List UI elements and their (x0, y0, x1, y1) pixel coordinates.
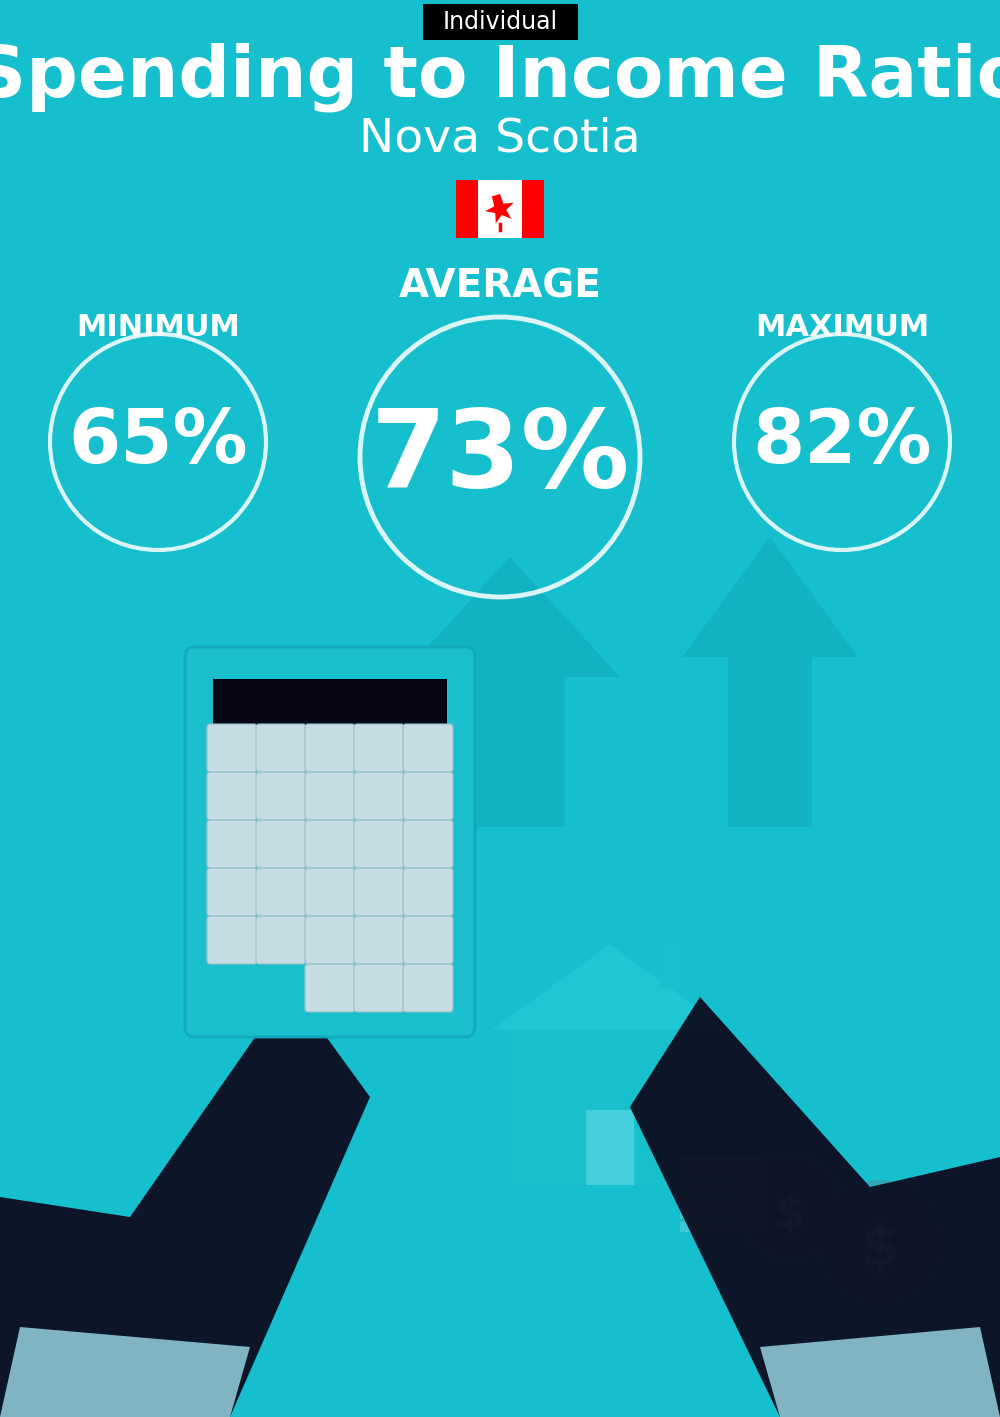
Polygon shape (400, 557, 620, 828)
Text: $: $ (861, 1223, 899, 1277)
Polygon shape (760, 1326, 1000, 1417)
Text: 82%: 82% (752, 405, 932, 479)
Polygon shape (0, 988, 370, 1417)
FancyBboxPatch shape (305, 915, 355, 964)
FancyBboxPatch shape (207, 869, 257, 915)
FancyBboxPatch shape (403, 820, 453, 869)
Text: 65%: 65% (68, 405, 248, 479)
Bar (680, 1209, 765, 1219)
Bar (510, 1030, 710, 1185)
FancyBboxPatch shape (305, 820, 355, 869)
FancyBboxPatch shape (305, 724, 355, 772)
Polygon shape (630, 998, 1000, 1417)
Bar (680, 1196, 765, 1206)
Bar (680, 1158, 765, 1168)
FancyBboxPatch shape (422, 4, 578, 40)
Text: $: $ (774, 1193, 806, 1237)
Bar (680, 1183, 765, 1193)
FancyBboxPatch shape (305, 869, 355, 915)
Bar (680, 1170, 765, 1180)
FancyBboxPatch shape (207, 915, 257, 964)
Bar (456, 180, 478, 238)
Text: MAXIMUM: MAXIMUM (755, 313, 929, 341)
FancyBboxPatch shape (354, 964, 404, 1012)
Circle shape (818, 1180, 942, 1304)
FancyBboxPatch shape (256, 869, 306, 915)
FancyBboxPatch shape (403, 915, 453, 964)
Circle shape (738, 1155, 842, 1258)
Text: Individual: Individual (442, 10, 558, 34)
FancyBboxPatch shape (207, 772, 257, 820)
FancyBboxPatch shape (256, 820, 306, 869)
FancyBboxPatch shape (305, 772, 355, 820)
FancyBboxPatch shape (207, 820, 257, 869)
FancyBboxPatch shape (403, 772, 453, 820)
Text: MINIMUM: MINIMUM (76, 313, 240, 341)
FancyBboxPatch shape (305, 964, 355, 1012)
FancyBboxPatch shape (256, 915, 306, 964)
Text: AVERAGE: AVERAGE (399, 268, 601, 306)
Text: 73%: 73% (370, 404, 630, 510)
Polygon shape (492, 945, 728, 1030)
FancyBboxPatch shape (354, 869, 404, 915)
FancyBboxPatch shape (403, 869, 453, 915)
FancyBboxPatch shape (354, 820, 404, 869)
FancyBboxPatch shape (256, 772, 306, 820)
Polygon shape (290, 687, 390, 777)
FancyBboxPatch shape (185, 648, 475, 1037)
Polygon shape (682, 537, 858, 828)
FancyBboxPatch shape (403, 964, 453, 1012)
FancyBboxPatch shape (354, 724, 404, 772)
FancyBboxPatch shape (354, 772, 404, 820)
Bar (660, 944, 686, 988)
Bar (586, 1110, 634, 1185)
Bar (522, 180, 544, 238)
Bar (456, 180, 544, 238)
FancyBboxPatch shape (207, 724, 257, 772)
FancyBboxPatch shape (354, 915, 404, 964)
Polygon shape (485, 194, 514, 224)
Polygon shape (0, 1326, 250, 1417)
Bar (680, 1221, 765, 1231)
FancyBboxPatch shape (256, 724, 306, 772)
Text: Nova Scotia: Nova Scotia (359, 116, 641, 162)
Bar (213, 679, 447, 747)
Text: Spending to Income Ratio: Spending to Income Ratio (0, 43, 1000, 112)
FancyBboxPatch shape (403, 724, 453, 772)
